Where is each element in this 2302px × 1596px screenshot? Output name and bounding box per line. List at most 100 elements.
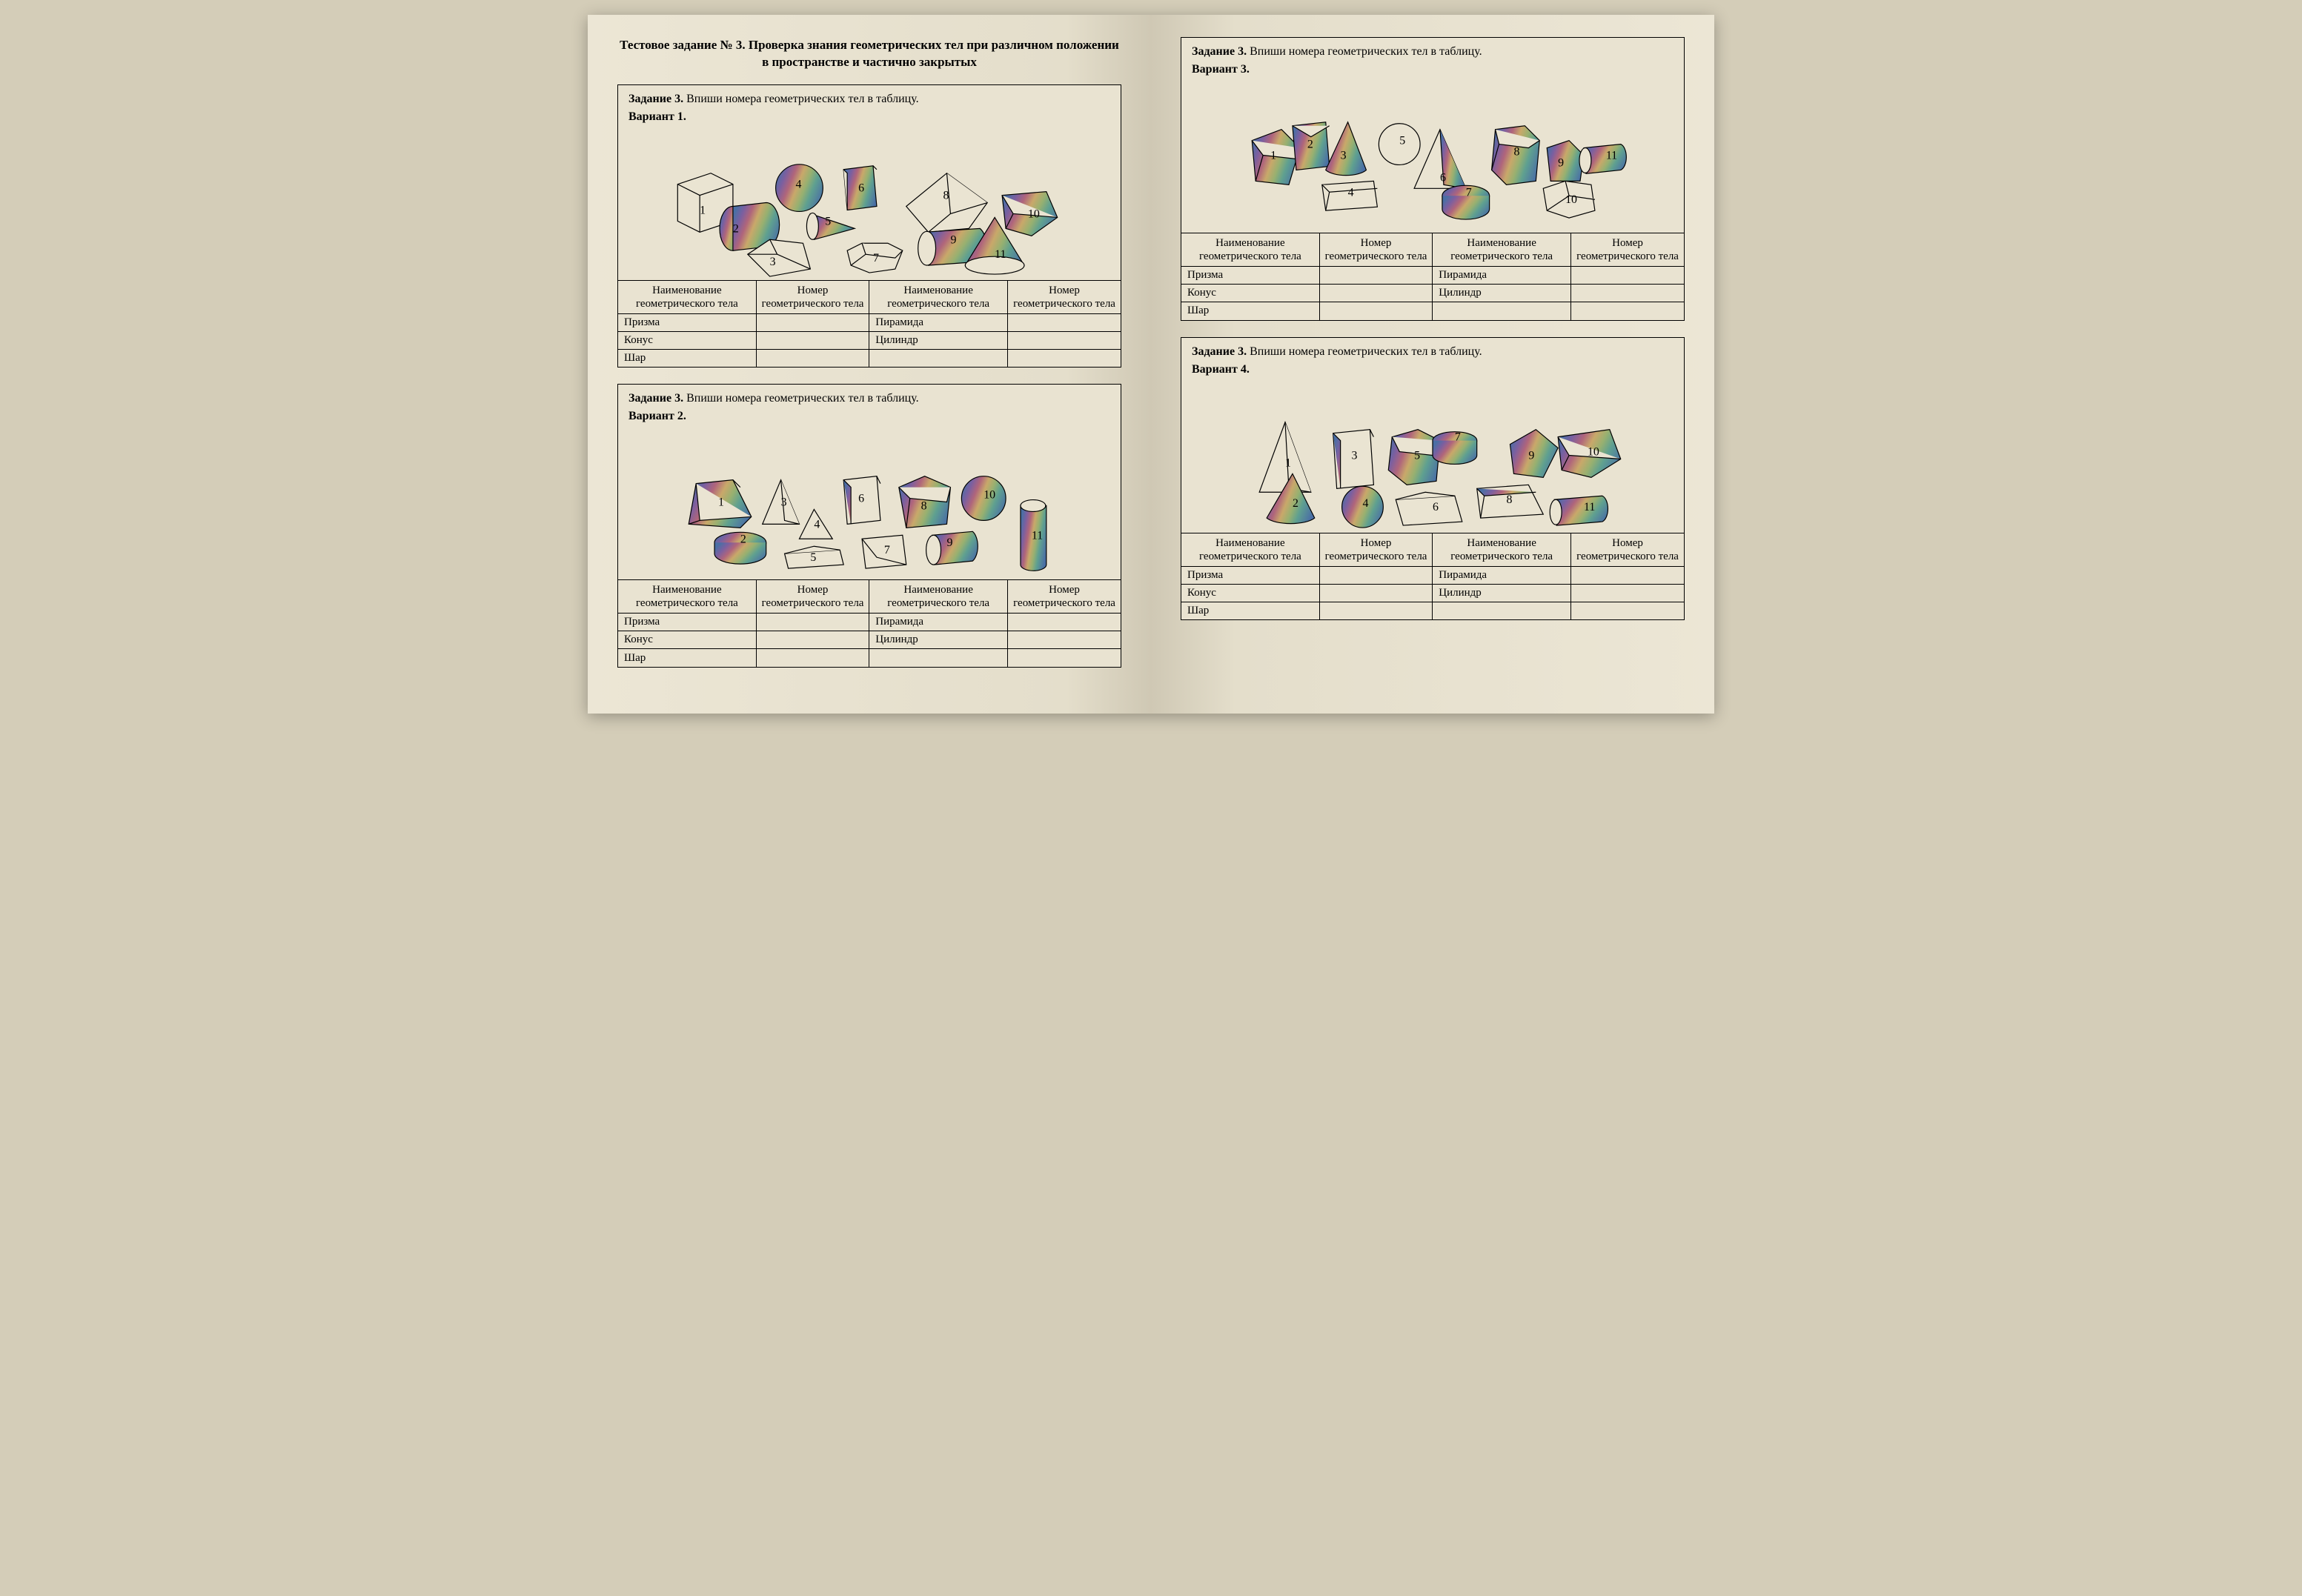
answer-table-right: Наименование геометрического телаНомер г… <box>869 281 1121 368</box>
shape-number-label: 9 <box>1528 449 1534 462</box>
shape-number-label: 5 <box>825 215 831 227</box>
answer-cell[interactable] <box>1571 584 1684 602</box>
answer-cell[interactable] <box>756 631 869 649</box>
shape-number-label: 7 <box>1455 430 1461 443</box>
task-instruction: Задание 3. Впиши номера геометрических т… <box>1192 345 1674 359</box>
shape-number-label: 9 <box>1558 156 1564 169</box>
answer-cell[interactable] <box>1008 331 1121 349</box>
shape-number-label: 4 <box>1348 186 1354 199</box>
shape-number-label: 8 <box>921 500 927 513</box>
shapes-figure-1: 1 2 3 4 5 6 7 8 9 10 11 <box>618 133 1121 281</box>
shape-number-label: 10 <box>1565 193 1577 206</box>
shape-number-label: 5 <box>1414 449 1420 462</box>
answer-cell[interactable] <box>756 349 869 367</box>
shapes-figure-3: 1 2 3 4 5 6 7 8 9 10 11 <box>1181 85 1684 233</box>
shapes-figure-2: 1 2 3 4 5 6 7 8 9 10 11 <box>618 432 1121 580</box>
shape-number-label: 8 <box>943 189 949 202</box>
answer-tables-4: Наименование геометрического телаНомер г… <box>1181 533 1684 620</box>
shape-number-label: 7 <box>873 252 879 265</box>
shape-number-label: 4 <box>796 179 802 191</box>
answer-tables-1: Наименование геометрического телаНомер г… <box>618 281 1121 368</box>
shape-number-label: 11 <box>1606 150 1617 162</box>
answer-table-right: Наименование геометрического телаНомер г… <box>869 580 1121 667</box>
shape-number-label: 2 <box>733 222 739 235</box>
shape-number-label: 2 <box>1293 497 1298 510</box>
shape-number-label: 3 <box>1352 449 1358 462</box>
task-header: Задание 3. Впиши номера геометрических т… <box>1181 338 1684 385</box>
shape-number-label: 6 <box>1440 171 1446 184</box>
shapes-svg-3: 1 2 3 4 5 6 7 8 9 10 11 <box>1181 85 1684 233</box>
shapes-svg-2: 1 2 3 4 5 6 7 8 9 10 11 <box>618 432 1121 579</box>
answer-cell[interactable] <box>1319 302 1432 320</box>
shape-number-label: 4 <box>814 519 820 531</box>
variant-label: Вариант 2. <box>628 410 1110 423</box>
answer-cell[interactable] <box>1319 602 1432 619</box>
shape-number-label: 6 <box>1433 501 1439 513</box>
page-right: Задание 3. Впиши номера геометрических т… <box>1151 15 1714 714</box>
answer-cell[interactable] <box>756 313 869 331</box>
answer-cell[interactable] <box>756 614 869 631</box>
shape-number-label: 2 <box>1307 139 1313 151</box>
shape-number-label: 8 <box>1507 493 1513 506</box>
book-spread: Тестовое задание № 3. Проверка знания ге… <box>588 15 1714 714</box>
shape-number-label: 1 <box>1285 456 1291 469</box>
shape-number-label: 3 <box>781 496 787 509</box>
answer-table-right: Наименование геометрического телаНомер г… <box>1433 533 1684 620</box>
variant-label: Вариант 4. <box>1192 363 1674 376</box>
answer-table-left: Наименование геометрического телаНомер г… <box>618 580 869 667</box>
variant-label: Вариант 1. <box>628 110 1110 124</box>
main-title: Тестовое задание № 3. Проверка знания ге… <box>617 37 1121 71</box>
shape-number-label: 1 <box>1270 150 1276 162</box>
shape-number-label: 11 <box>995 248 1006 261</box>
answer-table-right: Наименование геометрического телаНомер г… <box>1433 233 1684 320</box>
answer-cell[interactable] <box>1319 267 1432 285</box>
shape-number-label: 9 <box>950 233 956 246</box>
answer-cell[interactable] <box>1008 614 1121 631</box>
answer-cell[interactable] <box>1008 631 1121 649</box>
answer-cell[interactable] <box>1319 566 1432 584</box>
task-header: Задание 3. Впиши номера геометрических т… <box>618 85 1121 133</box>
task-header: Задание 3. Впиши номера геометрических т… <box>618 385 1121 432</box>
variant-label: Вариант 3. <box>1192 63 1674 76</box>
task-instruction: Задание 3. Впиши номера геометрических т… <box>628 93 1110 106</box>
answer-table-left: Наименование геометрического телаНомер г… <box>618 281 869 368</box>
shape-number-label: 7 <box>884 545 890 557</box>
answer-table-left: Наименование геометрического телаНомер г… <box>1181 233 1433 320</box>
answer-cell[interactable] <box>1008 313 1121 331</box>
answer-cell[interactable] <box>1571 267 1684 285</box>
shapes-figure-4: 1234567891011 <box>1181 385 1684 533</box>
shape-number-label: 3 <box>770 256 776 268</box>
answer-cell[interactable] <box>1319 285 1432 302</box>
shape-number-label: 10 <box>1028 207 1040 220</box>
shape-number-label: 3 <box>1341 150 1347 162</box>
shape-number-label: 11 <box>1584 501 1595 513</box>
shape-number-label: 10 <box>984 489 995 502</box>
shape-number-label: 1 <box>700 204 706 216</box>
shape-number-label: 8 <box>1513 146 1519 159</box>
answer-cell[interactable] <box>1571 285 1684 302</box>
task-box-variant-3: Задание 3. Впиши номера геометрических т… <box>1181 37 1685 321</box>
shape-number-label: 6 <box>858 493 864 505</box>
task-instruction: Задание 3. Впиши номера геометрических т… <box>628 392 1110 405</box>
answer-cell[interactable] <box>1571 566 1684 584</box>
shape-number-label: 5 <box>1399 135 1405 147</box>
task-box-variant-1: Задание 3. Впиши номера геометрических т… <box>617 84 1121 368</box>
answer-table-left: Наименование геометрического телаНомер г… <box>1181 533 1433 620</box>
answer-tables-2: Наименование геометрического телаНомер г… <box>618 580 1121 667</box>
shape-number-label: 6 <box>858 182 864 194</box>
answer-cell[interactable] <box>756 649 869 667</box>
shape-number-label: 4 <box>1362 497 1368 510</box>
shape-number-label: 5 <box>810 552 816 565</box>
answer-cell[interactable] <box>1319 584 1432 602</box>
answer-tables-3: Наименование геометрического телаНомер г… <box>1181 233 1684 320</box>
shapes-svg-4: 1234567891011 <box>1181 385 1684 533</box>
shape-number-label: 2 <box>740 533 746 546</box>
page-left: Тестовое задание № 3. Проверка знания ге… <box>588 15 1151 714</box>
shape-number-label: 1 <box>718 496 724 509</box>
task-instruction: Задание 3. Впиши номера геометрических т… <box>1192 45 1674 59</box>
task-box-variant-4: Задание 3. Впиши номера геометрических т… <box>1181 337 1685 621</box>
answer-cell[interactable] <box>756 331 869 349</box>
shape-number-label: 9 <box>946 537 952 550</box>
shape-number-label: 7 <box>1466 186 1472 199</box>
shape-number-label: 11 <box>1032 530 1043 542</box>
